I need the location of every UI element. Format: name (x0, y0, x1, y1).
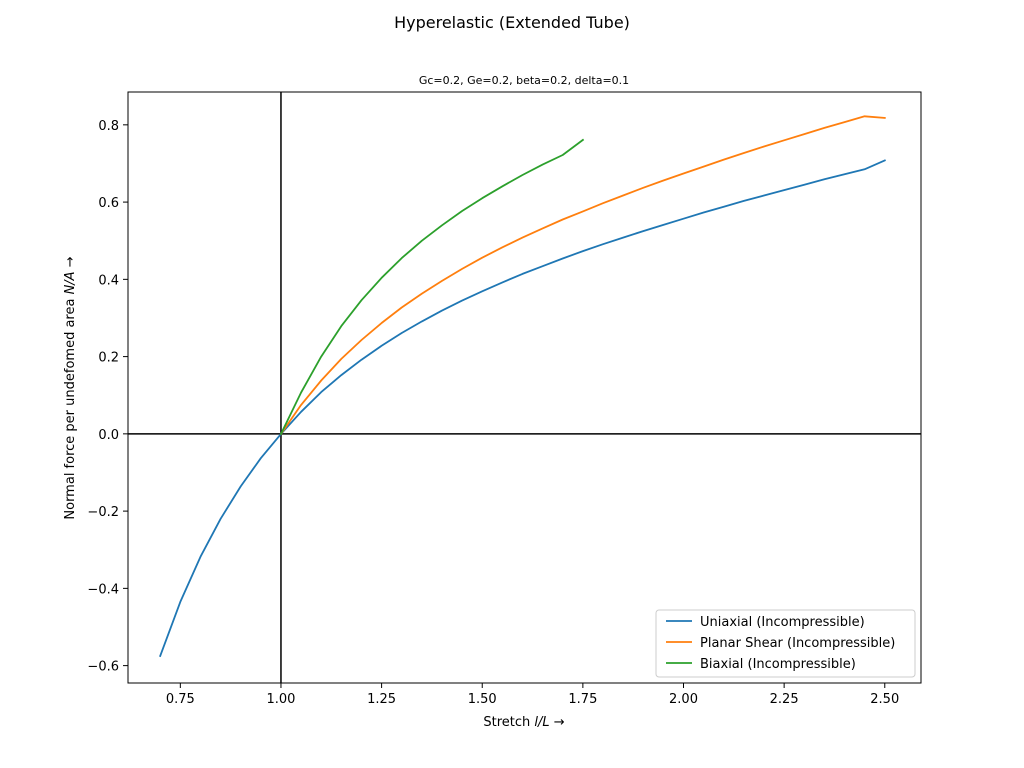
x-tick-label: 2.50 (870, 692, 899, 707)
legend-label-biaxial: Biaxial (Incompressible) (700, 657, 856, 672)
plot-area (127, 91, 922, 684)
x-tick-label: 2.00 (669, 692, 698, 707)
y-tick-label: 0.0 (98, 428, 119, 443)
legend-label-uniaxial: Uniaxial (Incompressible) (700, 615, 865, 630)
chart-subtitle: Gc=0.2, Ge=0.2, beta=0.2, delta=0.1 (419, 74, 629, 87)
y-tick-label: −0.6 (87, 660, 119, 675)
y-tick-label: −0.4 (87, 582, 119, 597)
series-line-planar-shear (279, 115, 886, 436)
legend-box (655, 609, 916, 678)
legend-label-planar-shear: Planar Shear (Incompressible) (700, 636, 895, 651)
y-axis: −0.6 −0.4 −0.2 0.0 0.2 0.4 0.6 0.8 (87, 119, 128, 675)
y-axis-label-math: N/A (63, 271, 78, 294)
x-tick-label: 0.75 (166, 692, 195, 707)
y-axis-label-arrow: → (63, 256, 78, 271)
y-tick-label: 0.4 (98, 273, 119, 288)
x-tick-label: 1.50 (468, 692, 497, 707)
y-tick-label: −0.2 (87, 505, 119, 520)
series-line-uniaxial (159, 159, 886, 658)
x-tick-label: 1.00 (266, 692, 295, 707)
x-axis: 0.75 1.00 1.25 1.50 1.75 2.00 2.25 2.50 (166, 683, 899, 707)
y-axis-label-text: Normal force per undefomed area (63, 294, 78, 519)
series-lines (159, 115, 886, 658)
x-axis-label-text: Stretch (483, 715, 534, 730)
x-tick-label: 1.75 (568, 692, 597, 707)
y-axis-label: Normal force per undefomed area N/A → (63, 256, 78, 519)
y-tick-label: 0.8 (98, 119, 119, 134)
reference-lines (128, 92, 921, 683)
plot-frame (127, 91, 922, 684)
chart-title: Hyperelastic (Extended Tube) (394, 13, 630, 32)
series-line-biaxial (279, 138, 585, 436)
x-axis-label: Stretch l/L → (483, 715, 564, 730)
y-tick-label: 0.2 (98, 351, 119, 366)
x-axis-label-arrow: → (550, 715, 565, 730)
x-tick-label: 1.25 (367, 692, 396, 707)
legend: Uniaxial (Incompressible) Planar Shear (I… (655, 609, 916, 678)
y-tick-label: 0.6 (98, 196, 119, 211)
x-axis-label-math: l/L (534, 715, 549, 730)
x-tick-label: 2.25 (770, 692, 799, 707)
